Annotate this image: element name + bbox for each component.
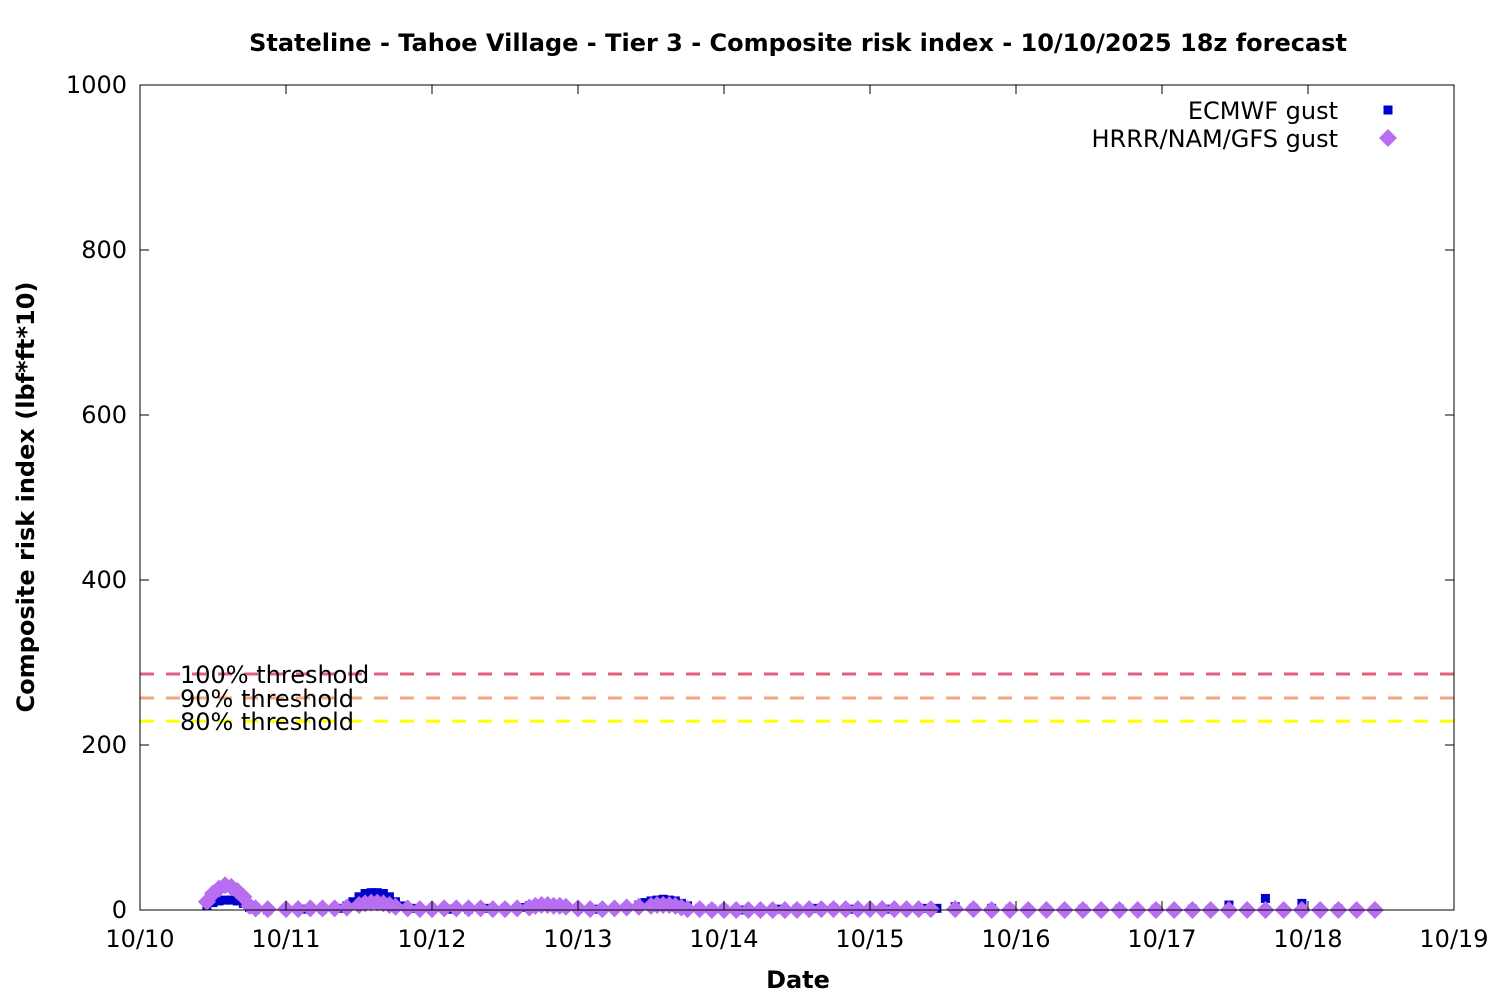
threshold-label: 100% threshold <box>180 661 369 689</box>
data-point <box>873 900 892 919</box>
data-point <box>921 900 940 919</box>
y-tick-label: 1000 <box>66 71 127 99</box>
plot-frame <box>139 84 1455 911</box>
data-point <box>678 900 697 919</box>
data-point <box>459 899 478 918</box>
x-tick-label: 10/17 <box>1127 925 1196 953</box>
data-point <box>337 898 356 917</box>
data-point <box>629 897 648 916</box>
data-point <box>605 899 624 918</box>
data-point <box>378 889 388 898</box>
y-tick-label: 0 <box>112 896 127 924</box>
data-point <box>386 897 405 916</box>
data-point <box>617 898 636 917</box>
data-point <box>360 889 370 898</box>
data-point <box>232 896 242 906</box>
data-point <box>897 900 916 919</box>
data-point <box>214 896 224 906</box>
data-point <box>471 899 490 918</box>
data-point <box>593 900 612 919</box>
data-point <box>366 888 376 898</box>
data-point <box>909 900 928 919</box>
series-1 <box>197 876 1384 919</box>
x-tick-label: 10/18 <box>1273 925 1342 953</box>
data-point <box>1260 893 1270 903</box>
data-point <box>848 900 867 919</box>
legend-label: ECMWF gust <box>1188 97 1338 125</box>
data-point <box>496 900 514 919</box>
plot-points <box>197 876 1384 919</box>
x-tick-label: 10/16 <box>981 925 1050 953</box>
data-point <box>556 897 575 916</box>
data-point <box>483 900 502 919</box>
legend-marker <box>1383 105 1393 115</box>
data-point <box>836 900 855 919</box>
data-point <box>447 899 466 918</box>
y-tick-label: 600 <box>81 401 127 429</box>
data-point <box>372 888 382 898</box>
y-tick-label: 200 <box>81 731 127 759</box>
legend-marker <box>1379 129 1397 147</box>
data-point <box>964 900 983 919</box>
data-point <box>800 900 819 919</box>
data-point <box>435 899 454 918</box>
x-axis-label: Date <box>766 966 830 994</box>
data-point <box>410 900 429 919</box>
threshold-lines <box>140 672 1454 723</box>
data-point <box>246 899 265 918</box>
data-point <box>301 899 320 918</box>
data-point <box>289 900 308 919</box>
x-tick-label: 10/13 <box>543 925 612 953</box>
data-point <box>325 899 344 918</box>
x-tick-label: 10/19 <box>1419 925 1488 953</box>
y-tick-label: 800 <box>81 236 127 264</box>
x-tick-label: 10/10 <box>105 925 174 953</box>
data-point <box>508 899 527 918</box>
data-point <box>824 900 843 919</box>
data-point <box>398 899 417 918</box>
x-axis-ticks: 10/10 10/11 10/12 10/13 10/14 10/15 10/16 10/17… <box>105 85 1489 953</box>
data-point <box>581 900 600 919</box>
x-tick-label: 10/14 <box>689 925 758 953</box>
data-point <box>885 900 904 919</box>
data-point <box>220 895 230 905</box>
x-tick-label: 10/11 <box>251 925 320 953</box>
threshold-label: 80% threshold <box>180 708 354 736</box>
y-axis-label: Composite risk index (lbf*ft*10) <box>12 282 40 713</box>
data-point <box>348 897 358 907</box>
data-point <box>640 898 650 908</box>
data-point <box>812 900 831 919</box>
threshold-label: 90% threshold <box>180 685 354 713</box>
legend-label: HRRR/NAM/GFS gust <box>1091 125 1338 153</box>
data-point <box>690 900 709 919</box>
data-point <box>258 900 277 919</box>
data-point <box>946 900 965 919</box>
data-point <box>226 895 236 905</box>
y-axis-ticks: 0 200 400 600 800 1000 <box>66 71 1454 924</box>
chart-title: Stateline - Tahoe Village - Tier 3 - Com… <box>249 29 1347 57</box>
x-tick-label: 10/12 <box>397 925 466 953</box>
data-point <box>313 899 332 918</box>
y-tick-label: 400 <box>81 566 127 594</box>
x-tick-label: 10/15 <box>835 925 904 953</box>
